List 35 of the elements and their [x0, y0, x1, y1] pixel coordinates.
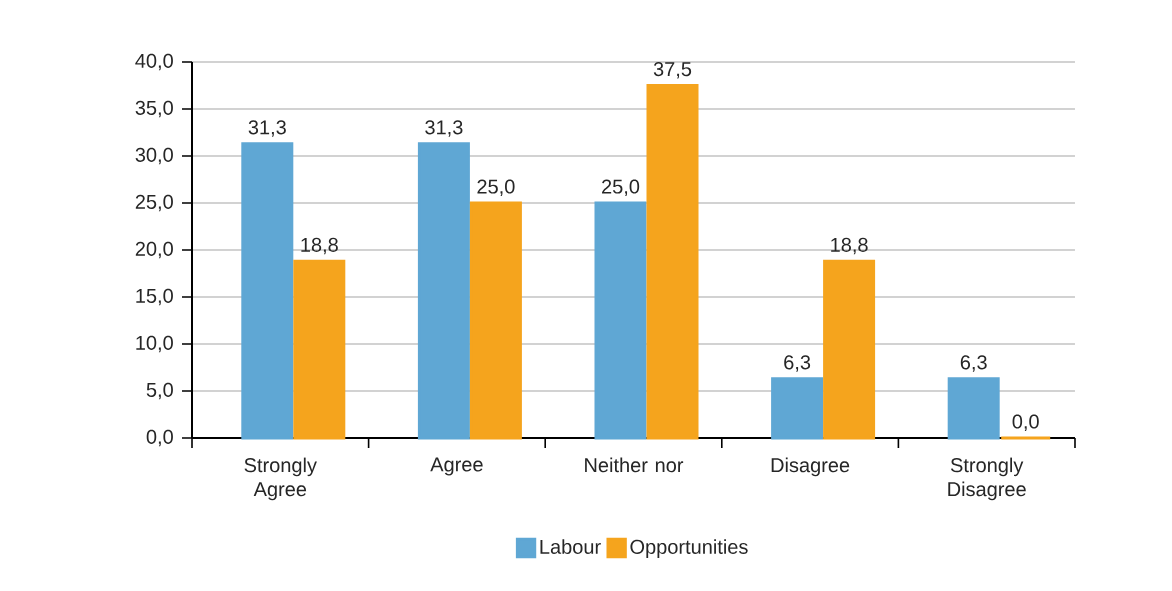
legend-label: Opportunities	[630, 539, 748, 558]
data-label: 6,3	[784, 355, 811, 372]
data-label: 31,3	[248, 120, 286, 137]
y-tick-label: 5,0	[146, 382, 173, 400]
data-label: 18,8	[831, 237, 868, 255]
x-tick-label: Agree	[430, 457, 483, 476]
x-tick-label: Neither nor	[585, 457, 684, 473]
bar	[646, 84, 699, 440]
bar	[293, 259, 346, 440]
bar	[469, 201, 522, 440]
bar	[771, 377, 824, 440]
y-tick-label: 40,0	[135, 53, 173, 71]
bar	[823, 259, 876, 440]
bar	[417, 142, 470, 440]
x-tick-label: Disagree	[771, 457, 850, 477]
data-label: 18,8	[301, 237, 338, 255]
x-tick-label: Strongly Agree	[244, 457, 317, 501]
bar	[241, 142, 294, 440]
data-label: 25,0	[602, 179, 640, 196]
legend-label: Labour	[540, 539, 601, 554]
x-tick-label: Strongly Disagree	[948, 457, 1026, 501]
y-tick-label: 35,0	[135, 100, 173, 118]
bar	[594, 201, 647, 440]
data-label: 6,3	[960, 355, 987, 372]
y-tick-label: 25,0	[135, 194, 173, 212]
y-tick-label: 20,0	[135, 241, 173, 259]
bar	[947, 377, 1000, 440]
data-label: 25,0	[477, 179, 515, 196]
y-tick-label: 15,0	[136, 288, 173, 306]
data-label: 0,0	[1012, 414, 1039, 431]
data-label: 37,5	[653, 61, 692, 79]
y-tick-label: 0,0	[146, 429, 173, 447]
y-tick-label: 10,0	[136, 335, 173, 353]
y-tick-label: 30,0	[135, 147, 173, 165]
data-label: 31,3	[425, 120, 463, 137]
